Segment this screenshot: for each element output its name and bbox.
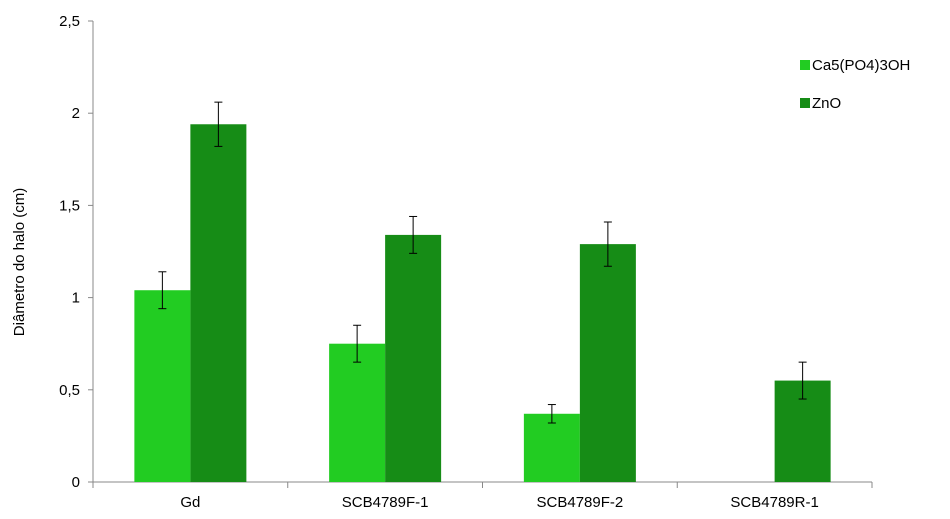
legend: Ca5(PO4)3OH ZnO xyxy=(800,57,910,112)
y-tick-label: 1 xyxy=(72,290,80,307)
bar-series-1 xyxy=(134,290,190,482)
bars-group xyxy=(134,124,830,482)
y-tick-label: 2 xyxy=(72,105,80,122)
legend-swatch xyxy=(800,98,810,108)
bar-series-2 xyxy=(580,244,636,482)
x-tick-label: SCB4789R-1 xyxy=(730,494,818,511)
bar-series-1 xyxy=(524,414,580,482)
bar-series-2 xyxy=(190,124,246,482)
legend-label: Ca5(PO4)3OH xyxy=(812,57,910,74)
x-tick-label: SCB4789F-1 xyxy=(342,494,429,511)
y-axis-title: Diâmetro do halo (cm) xyxy=(11,188,28,336)
bar-series-2 xyxy=(385,235,441,482)
legend-label: ZnO xyxy=(812,95,841,112)
x-tick-label: SCB4789F-2 xyxy=(537,494,624,511)
x-tick-labels: Gd SCB4789F-1 SCB4789F-2 SCB4789R-1 xyxy=(180,494,818,511)
error-bars-group xyxy=(158,102,806,423)
x-tick-label: Gd xyxy=(180,494,200,511)
y-tick-labels: 0 0,5 1 1,5 2 2,5 xyxy=(59,13,80,491)
legend-swatch xyxy=(800,60,810,70)
y-tick-label: 0 xyxy=(72,474,80,491)
y-tick-label: 1,5 xyxy=(59,197,80,214)
y-tick-label: 0,5 xyxy=(59,382,80,399)
y-tick-label: 2,5 xyxy=(59,13,80,30)
bar-series-1 xyxy=(329,344,385,482)
